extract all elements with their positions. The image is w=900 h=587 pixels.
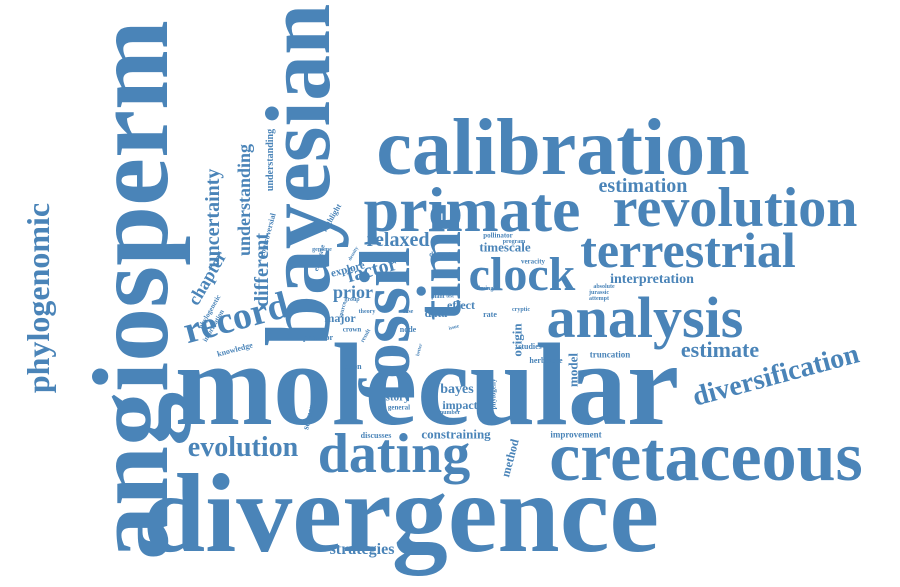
word-divergence: divergence	[142, 452, 660, 576]
word-understanding: understanding	[234, 143, 254, 257]
word-pollinator: pollinator	[483, 231, 513, 240]
word-truncation: truncation	[589, 349, 631, 360]
word-rate: rate	[483, 310, 497, 319]
word-timescale: timescale	[479, 239, 531, 255]
word-clock: clock	[468, 248, 576, 301]
word-program: program	[502, 239, 526, 245]
word-evolution: evolution	[187, 432, 299, 463]
word-bayes: bayes	[440, 382, 474, 397]
word-herbivore: herbivore	[529, 356, 563, 365]
word-phylogeny: phylogeny	[489, 378, 498, 410]
word-relaxed: relaxed	[366, 229, 430, 251]
word-dataset: dataset	[429, 250, 451, 259]
word-jurassic: jurassic	[589, 290, 609, 296]
word-timing: timing	[476, 286, 494, 292]
word-analysis: analysis	[546, 285, 744, 350]
word-effective: effective	[367, 251, 393, 260]
word-constraining: constraining	[421, 426, 491, 442]
word-case: case	[402, 309, 414, 315]
word-predator: predator	[302, 333, 334, 342]
word-revolution: revolution	[612, 177, 858, 239]
word-primate: primate	[363, 174, 581, 245]
word-veracity: veracity	[520, 257, 546, 266]
word-crown: crown	[342, 325, 362, 334]
word-dating: dating	[317, 423, 471, 485]
word-theory: theory	[358, 309, 376, 315]
word-prior: prior	[333, 282, 373, 302]
word-angiosperm: angiosperm	[72, 20, 191, 560]
word-node: node	[399, 325, 417, 334]
word-interpretation: interpretation	[610, 272, 694, 287]
word-history: history	[376, 391, 410, 404]
word-plant: plant	[431, 294, 445, 300]
word-estimation: estimation	[598, 175, 688, 197]
word-terrestrial: terrestrial	[580, 222, 796, 278]
word-cryptic: cryptic	[512, 307, 530, 313]
word-discusses: discusses	[360, 431, 392, 440]
word-studies: studies	[518, 342, 542, 351]
word-genome: genome	[312, 247, 332, 253]
word-improvement: improvement	[550, 429, 602, 440]
word-taxon: taxon	[342, 362, 362, 371]
word-impact: impact	[442, 398, 478, 412]
word-data: data	[424, 306, 448, 320]
word-understanding-small: understanding	[265, 128, 276, 192]
word-estimate: estimate	[680, 337, 760, 362]
word-effect: effect	[447, 298, 475, 312]
word-origin: origin	[509, 323, 525, 357]
word-attempt: attempt	[589, 296, 609, 302]
word-major: major	[324, 311, 356, 325]
word-molecular: molecular	[174, 319, 680, 450]
word-uncertainty: uncertainty	[202, 168, 224, 268]
word-absolute: absolute	[593, 284, 615, 290]
word-number: number	[439, 410, 461, 416]
word-calibration: calibration	[376, 104, 750, 192]
word-cretaceous: cretaceous	[549, 419, 863, 496]
word-group: group	[344, 297, 360, 303]
word-test: test	[446, 294, 454, 300]
word-phylogenomic: phylogenomic	[20, 202, 56, 394]
word-general: general	[387, 403, 411, 412]
word-strategies: strategies	[329, 541, 395, 558]
word-model: model	[565, 353, 581, 387]
